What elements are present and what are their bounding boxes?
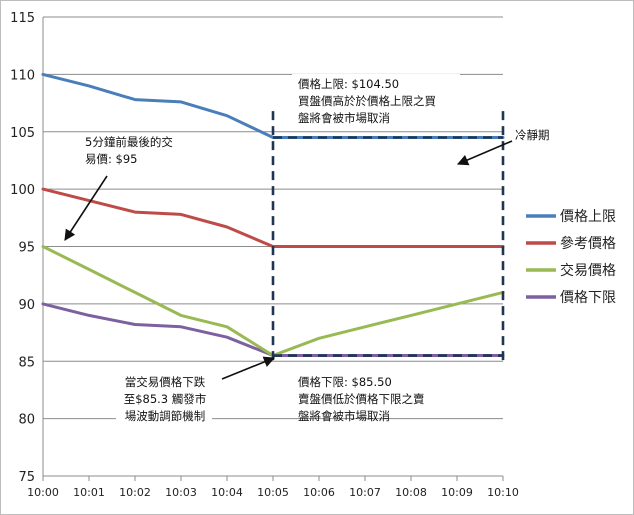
legend-label-1: 參考價格	[560, 235, 616, 252]
y-tick-label: 90	[18, 298, 35, 313]
annotation-trigger-line: 場波動調節機制	[125, 409, 206, 423]
y-tick-label: 85	[18, 355, 35, 370]
y-tick-label: 100	[10, 183, 35, 198]
x-tick-label: 10:08	[395, 486, 427, 499]
x-tick-label: 10:00	[27, 486, 59, 499]
x-tick-label: 10:10	[487, 486, 519, 499]
legend-label-0: 價格上限	[560, 208, 616, 225]
annotation-lower-line: 盤將會被市場取消	[298, 409, 390, 423]
cooling-period-box	[271, 111, 505, 366]
y-tick-label: 75	[18, 470, 35, 485]
arrow-last-trade	[64, 175, 108, 241]
x-tick-label: 10:04	[211, 486, 243, 499]
y-tick-label: 110	[10, 68, 35, 83]
annotation-upper-line: 盤將會被市場取消	[298, 111, 390, 125]
y-tick-label: 115	[10, 11, 35, 26]
x-tick-label: 10:05	[257, 486, 289, 499]
annotation-last-trade-line: 5分鐘前最後的交	[85, 135, 173, 149]
annotation-upper-line: 價格上限: $104.50	[298, 77, 399, 91]
annotation-upper-line: 買盤價高於於價格上限之買	[298, 94, 436, 108]
annotation-lower-line: 價格下限: $85.50	[298, 375, 392, 389]
annotation-cooling-line: 冷靜期	[515, 128, 550, 142]
annotation-upper-bg	[292, 74, 460, 128]
annotations: 價格上限: $104.50買盤價高於於價格上限之買盤將會被市場取消價格上限: $…	[64, 74, 550, 428]
x-tick-label: 10:03	[165, 486, 197, 499]
x-tick-label: 10:07	[349, 486, 381, 499]
arrow-cooling	[456, 140, 513, 166]
annotation-trigger-line: 至$85.3 觸發市	[124, 392, 207, 406]
legend-label-2: 交易價格	[560, 262, 616, 279]
annotation-last-trade-line: 易價: $95	[85, 152, 137, 166]
arrow-trigger	[221, 356, 276, 380]
y-tick-label: 80	[18, 413, 35, 428]
annotation-trigger-line: 當交易價格下跌	[125, 375, 206, 389]
annotation-lower-line: 賣盤價低於價格下限之賣	[298, 392, 425, 406]
x-tick-label: 10:09	[441, 486, 473, 499]
y-tick-label: 105	[10, 126, 35, 141]
x-tick-label: 10:02	[119, 486, 151, 499]
x-tick-label: 10:06	[303, 486, 335, 499]
annotation-trigger-bg	[116, 374, 212, 428]
y-tick-label: 95	[18, 241, 35, 256]
x-tick-label: 10:01	[73, 486, 105, 499]
legend-label-3: 價格下限	[560, 289, 616, 306]
